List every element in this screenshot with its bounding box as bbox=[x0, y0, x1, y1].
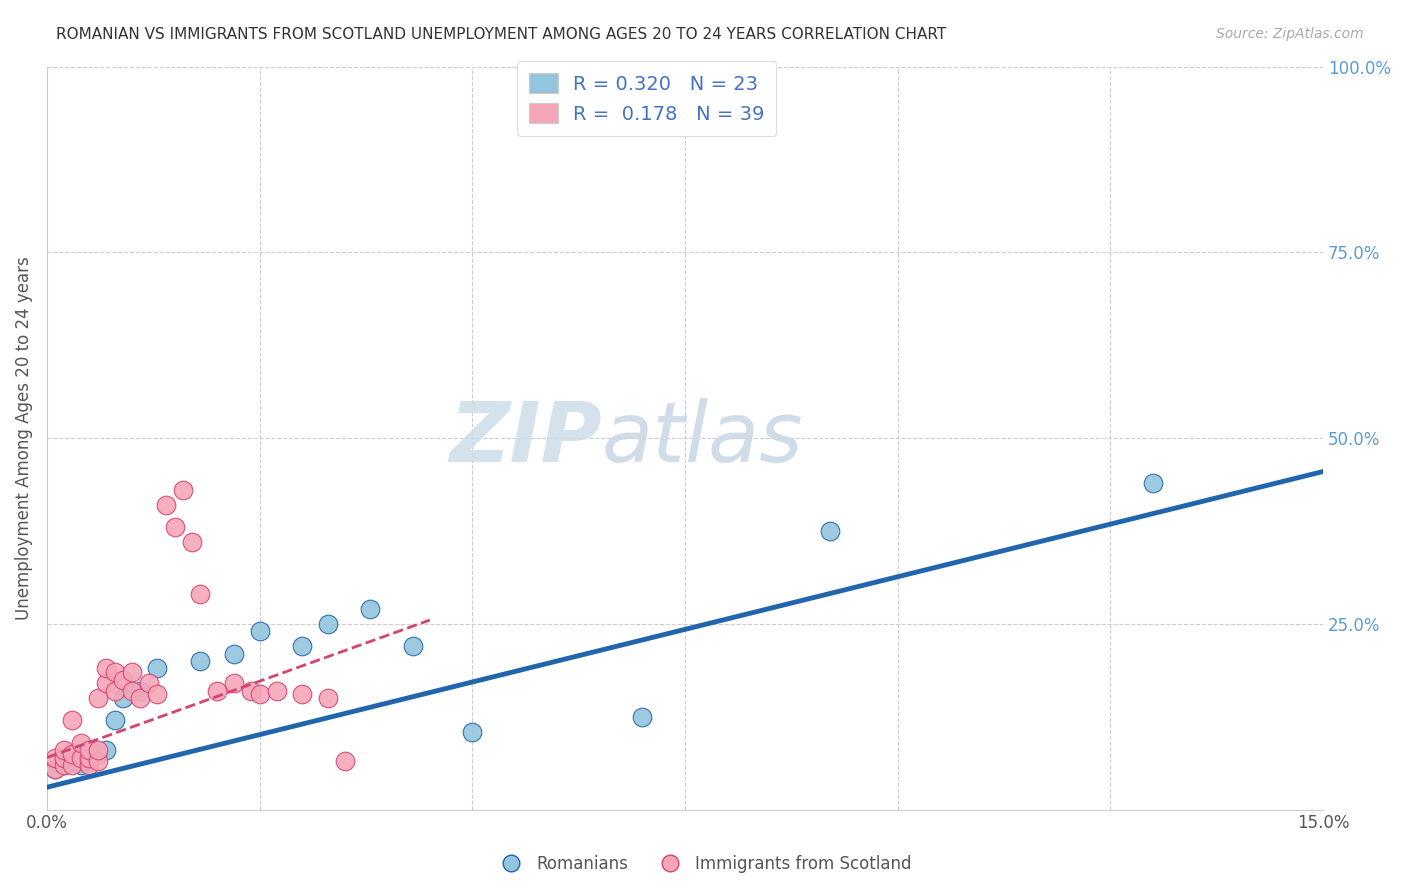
Point bbox=[70, 736, 93, 750]
Point bbox=[266, 683, 288, 698]
Point bbox=[121, 665, 143, 679]
Point bbox=[70, 758, 93, 772]
Point bbox=[818, 524, 841, 538]
Point bbox=[112, 691, 135, 706]
Point bbox=[291, 687, 314, 701]
Text: Source: ZipAtlas.com: Source: ZipAtlas.com bbox=[1216, 27, 1364, 41]
Point bbox=[52, 750, 75, 764]
Point bbox=[112, 673, 135, 687]
Point bbox=[205, 683, 228, 698]
Point bbox=[52, 743, 75, 757]
Point bbox=[222, 676, 245, 690]
Point bbox=[52, 758, 75, 772]
Point bbox=[70, 750, 93, 764]
Point bbox=[87, 691, 110, 706]
Point bbox=[146, 661, 169, 675]
Point bbox=[402, 639, 425, 653]
Point bbox=[333, 754, 356, 768]
Point bbox=[316, 691, 339, 706]
Point bbox=[70, 747, 93, 761]
Point bbox=[96, 743, 118, 757]
Point bbox=[62, 714, 84, 728]
Point bbox=[87, 743, 110, 757]
Point bbox=[249, 624, 271, 639]
Point bbox=[163, 520, 186, 534]
Point bbox=[44, 750, 66, 764]
Point bbox=[44, 762, 66, 776]
Text: ZIP: ZIP bbox=[450, 398, 602, 479]
Point bbox=[129, 683, 152, 698]
Point bbox=[96, 661, 118, 675]
Point bbox=[316, 616, 339, 631]
Y-axis label: Unemployment Among Ages 20 to 24 years: Unemployment Among Ages 20 to 24 years bbox=[15, 256, 32, 620]
Point bbox=[359, 602, 381, 616]
Point bbox=[62, 758, 84, 772]
Legend: Romanians, Immigrants from Scotland: Romanians, Immigrants from Scotland bbox=[488, 848, 918, 880]
Legend: R = 0.320   N = 23, R =  0.178   N = 39: R = 0.320 N = 23, R = 0.178 N = 39 bbox=[517, 62, 776, 136]
Point bbox=[87, 754, 110, 768]
Text: atlas: atlas bbox=[602, 398, 804, 479]
Point bbox=[62, 754, 84, 768]
Point bbox=[631, 709, 654, 723]
Point bbox=[96, 676, 118, 690]
Point bbox=[155, 498, 177, 512]
Point bbox=[291, 639, 314, 653]
Point bbox=[79, 750, 101, 764]
Point bbox=[1142, 475, 1164, 490]
Point bbox=[79, 743, 101, 757]
Point bbox=[87, 747, 110, 761]
Point bbox=[461, 724, 484, 739]
Point bbox=[138, 676, 160, 690]
Point bbox=[188, 587, 211, 601]
Text: ROMANIAN VS IMMIGRANTS FROM SCOTLAND UNEMPLOYMENT AMONG AGES 20 TO 24 YEARS CORR: ROMANIAN VS IMMIGRANTS FROM SCOTLAND UNE… bbox=[56, 27, 946, 42]
Point bbox=[104, 665, 127, 679]
Point bbox=[249, 687, 271, 701]
Point bbox=[129, 691, 152, 706]
Point bbox=[104, 714, 127, 728]
Point bbox=[52, 758, 75, 772]
Point bbox=[104, 683, 127, 698]
Point bbox=[79, 750, 101, 764]
Point bbox=[121, 683, 143, 698]
Point bbox=[188, 654, 211, 668]
Point bbox=[180, 535, 202, 549]
Point bbox=[44, 762, 66, 776]
Point bbox=[146, 687, 169, 701]
Point bbox=[172, 483, 194, 497]
Point bbox=[222, 647, 245, 661]
Point bbox=[79, 758, 101, 772]
Point bbox=[240, 683, 263, 698]
Point bbox=[62, 747, 84, 761]
